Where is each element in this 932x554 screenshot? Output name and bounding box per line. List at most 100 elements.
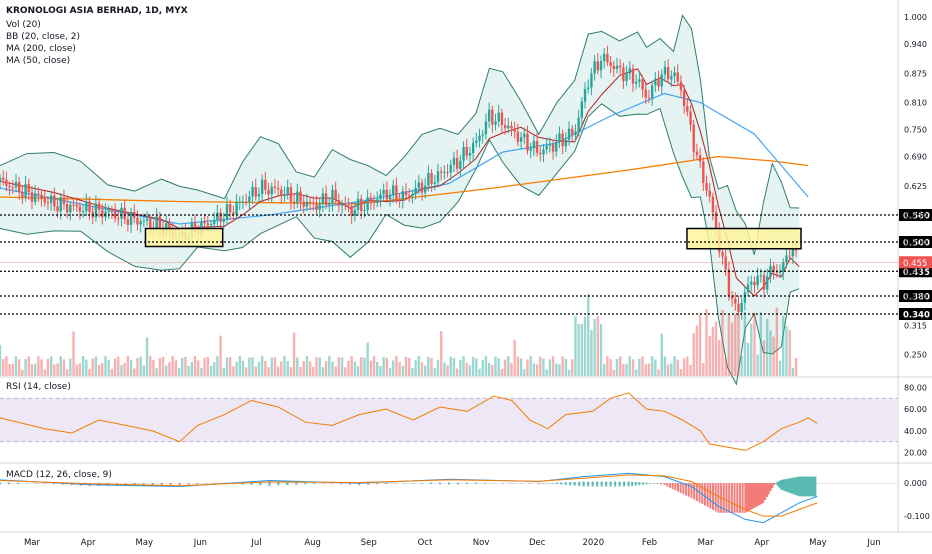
candle-body: [449, 164, 452, 173]
candle-body: [238, 201, 241, 203]
macd-histogram-bar: [61, 483, 64, 485]
volume-bar: [193, 356, 197, 376]
macd-histogram-bar: [465, 482, 468, 485]
macd-label: MACD (12, 26, close, 9): [6, 470, 112, 480]
macd-histogram-bar: [600, 481, 603, 487]
macd-histogram-bar: [43, 483, 46, 484]
volume-bar: [72, 331, 75, 376]
macd-histogram-bar: [331, 483, 334, 484]
volume-bar: [296, 357, 299, 376]
volume-bar: [567, 369, 571, 376]
volume-bar: [85, 359, 88, 376]
macd-histogram-bar: [569, 482, 572, 486]
indicator-ma50: MA (50, close): [6, 56, 71, 66]
candle-body: [235, 202, 238, 215]
macd-histogram-bar: [439, 482, 442, 485]
candle-body: [571, 128, 574, 135]
volume-bar: [628, 356, 631, 376]
macd-histogram-bar: [717, 483, 720, 513]
volume-bar: [737, 314, 740, 376]
candle-body: [241, 201, 245, 203]
volume-bar: [561, 356, 564, 376]
volume-bar: [423, 365, 427, 376]
macd-histogram-bar: [367, 483, 370, 485]
macd-histogram-bar: [304, 482, 307, 485]
volume-bar: [756, 354, 759, 376]
volume-bar: [762, 340, 766, 376]
macd-histogram-bar: [546, 483, 549, 484]
volume-bar: [769, 330, 772, 376]
volume-bar: [53, 364, 56, 376]
candle-body: [212, 219, 216, 225]
candle-body: [72, 204, 75, 206]
macd-histogram-bar: [631, 481, 634, 487]
volume-bar: [101, 362, 104, 376]
candle-body: [551, 144, 555, 152]
candle-body: [420, 182, 424, 193]
volume-bar: [782, 315, 785, 376]
volume-bar: [238, 356, 241, 376]
candle-body: [513, 128, 516, 132]
candle-body: [158, 216, 162, 228]
rsi-line: [0, 392, 818, 451]
volume-bar: [302, 361, 305, 376]
volume-bar: [564, 358, 568, 376]
volume-bar: [427, 356, 430, 376]
volume-bar: [235, 361, 238, 376]
volume-bar: [110, 368, 114, 376]
volume-bar: [766, 318, 769, 376]
candle-body: [743, 292, 747, 303]
indicator-bb: BB (20, close, 2): [6, 32, 81, 42]
level-tag: [899, 209, 932, 221]
macd-histogram-bar: [483, 482, 486, 484]
price-axis-label: 0.380: [904, 292, 927, 301]
price-axis-label: 0.435: [904, 267, 927, 276]
volume-bar: [580, 324, 584, 376]
candle-body: [244, 201, 248, 203]
candle-body: [292, 201, 296, 204]
volume-bar: [603, 363, 606, 376]
candle-body: [730, 296, 734, 299]
candle-body: [593, 61, 596, 74]
volume-bar: [206, 357, 209, 376]
volume-bar: [292, 332, 296, 376]
volume-bar: [420, 362, 424, 376]
candle-body: [711, 196, 715, 213]
macd-histogram-bar: [706, 483, 709, 507]
macd-histogram-bar: [801, 476, 804, 497]
price-axis-label: 0.875: [904, 69, 927, 78]
volume-bar: [497, 358, 500, 376]
candle-body: [762, 275, 766, 290]
candle-body: [251, 186, 254, 197]
volume-bar: [334, 366, 337, 376]
macd-histogram-bar: [560, 482, 563, 485]
candle-body: [308, 201, 312, 203]
volume-bar: [315, 357, 318, 376]
volume-bar: [491, 364, 494, 376]
volume-bar: [289, 366, 293, 376]
level-tag: [899, 308, 932, 320]
ma50-line: [0, 92, 809, 225]
volume-bar: [663, 356, 667, 376]
volume-bar: [174, 360, 178, 376]
volume-bar: [347, 360, 350, 376]
volume-bar: [350, 356, 353, 376]
volume-bar: [577, 323, 580, 376]
candle-body: [516, 131, 520, 142]
volume-bar: [503, 359, 507, 376]
volume-bar: [794, 357, 798, 376]
volume-bar: [363, 357, 366, 376]
candle-body: [650, 85, 654, 98]
candle-body: [427, 172, 430, 186]
bollinger-lower: [0, 103, 800, 386]
volume-bar: [465, 362, 468, 376]
volume-bar: [385, 357, 389, 376]
candle-body: [519, 137, 523, 142]
candle-body: [88, 201, 91, 213]
volume-bar: [177, 368, 181, 376]
candle-body: [577, 117, 580, 132]
highlight-box: [686, 227, 802, 250]
volume-bar: [475, 358, 478, 376]
candle-body: [615, 65, 619, 70]
